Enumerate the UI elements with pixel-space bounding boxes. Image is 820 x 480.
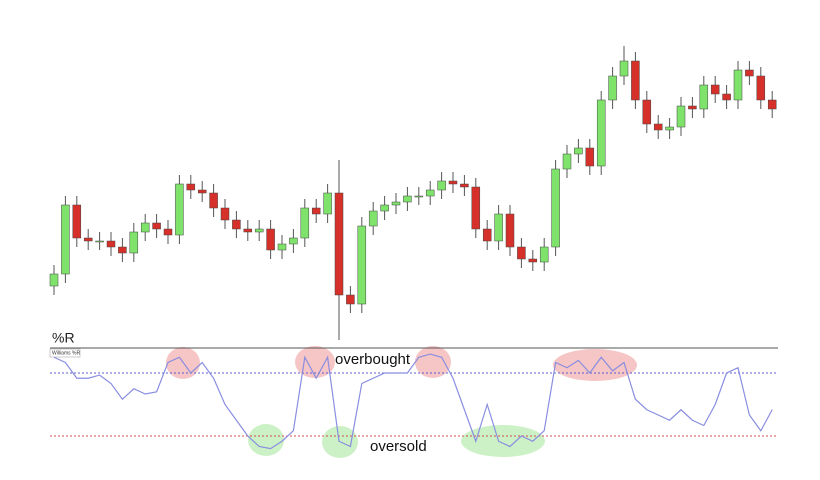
candle-body xyxy=(243,228,253,233)
overbought-highlight xyxy=(415,346,451,378)
candle-body xyxy=(163,228,173,236)
candle-body xyxy=(745,69,754,77)
candle-body xyxy=(471,186,481,230)
candle-body xyxy=(688,105,697,110)
panel-title: %R xyxy=(52,330,75,346)
candle-body xyxy=(425,189,435,197)
candle-body xyxy=(357,225,367,305)
candle-body xyxy=(710,84,720,95)
oversold-highlight xyxy=(461,425,545,457)
candle-body xyxy=(733,69,743,101)
candle-body xyxy=(676,105,686,128)
candle-body xyxy=(83,237,93,242)
candle-body xyxy=(106,240,116,248)
candle-body xyxy=(220,207,230,221)
candle-body xyxy=(346,294,355,305)
candle-body xyxy=(505,213,515,248)
candle-body xyxy=(562,153,572,170)
candle-body xyxy=(653,123,663,131)
candle-body xyxy=(437,180,446,191)
candle-body xyxy=(277,243,287,251)
candle-body xyxy=(95,240,104,243)
candle-body xyxy=(334,192,344,296)
candle-body xyxy=(300,207,310,239)
candle-body xyxy=(254,228,264,233)
candle-body xyxy=(528,258,538,263)
candle-body xyxy=(722,93,731,101)
level-label: oversold xyxy=(370,438,427,455)
candle-body xyxy=(232,219,241,230)
candle-body xyxy=(311,207,321,215)
r-line xyxy=(53,353,773,450)
candle-body xyxy=(414,195,424,198)
candle-body xyxy=(665,126,674,131)
candle-body xyxy=(152,222,161,230)
candle-body xyxy=(391,201,401,206)
candle-body xyxy=(642,99,652,125)
legend-box xyxy=(49,348,81,358)
candle-body xyxy=(756,75,766,101)
candle-body xyxy=(49,273,59,287)
candle-body xyxy=(482,228,492,242)
candle-body xyxy=(551,168,560,248)
candle-body xyxy=(403,195,412,203)
candle-body xyxy=(129,231,139,254)
candle-body xyxy=(448,180,458,185)
candle-body xyxy=(517,246,526,260)
candle-body xyxy=(61,204,70,275)
candle-body xyxy=(494,213,503,242)
candle-body xyxy=(699,84,709,110)
oversold-highlight xyxy=(248,424,284,456)
candle-body xyxy=(323,192,332,215)
candle-body xyxy=(118,246,127,254)
candle-body xyxy=(380,204,389,212)
candle-body xyxy=(289,237,298,245)
overbought-highlight xyxy=(295,346,335,378)
candle-body xyxy=(585,147,595,167)
candle-body xyxy=(608,75,617,101)
candle-body xyxy=(197,189,207,194)
candle-body xyxy=(209,192,218,209)
candle-body xyxy=(186,183,196,191)
candle-body xyxy=(175,183,184,236)
candle-body xyxy=(619,60,629,77)
candle-body xyxy=(539,246,549,263)
candle-body xyxy=(631,60,640,101)
candle-body xyxy=(266,228,275,251)
candle-body xyxy=(596,99,606,167)
candle-body xyxy=(368,210,378,227)
level-label: overbought xyxy=(335,351,411,368)
candle-body xyxy=(767,99,777,110)
candle-body xyxy=(574,147,583,155)
legend-label: Williams %R xyxy=(52,350,80,356)
candle-body xyxy=(460,183,469,188)
candle-body xyxy=(140,222,150,233)
candle-body xyxy=(72,204,82,239)
